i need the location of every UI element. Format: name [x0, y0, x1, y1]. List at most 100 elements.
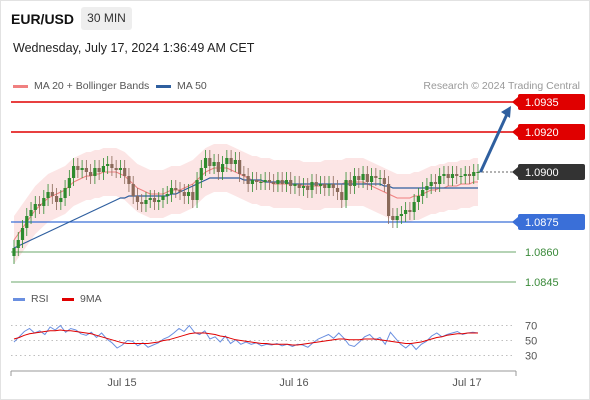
rsi-ma-line	[13, 329, 478, 346]
candle-body	[442, 174, 446, 176]
candle-body	[455, 174, 459, 176]
forecast-arrow-shaft	[479, 110, 510, 173]
candle-body	[476, 172, 480, 173]
candle-body	[76, 166, 80, 170]
candle-body	[238, 160, 242, 174]
candle-body	[161, 196, 165, 200]
candle-body	[101, 166, 105, 172]
candle-body	[144, 200, 148, 204]
rsi-line	[13, 324, 479, 351]
candle-body	[37, 204, 42, 206]
candle-body	[404, 210, 408, 214]
candle-body	[446, 174, 450, 178]
candle-body	[276, 180, 280, 184]
price-label-support: 1.0860	[525, 247, 559, 259]
candle-body	[242, 174, 246, 176]
candle-body	[412, 202, 416, 212]
candle-body	[246, 176, 250, 184]
bollinger-band	[14, 144, 478, 264]
candle-body	[59, 198, 63, 202]
price-label-last: 1.0900	[525, 167, 559, 179]
candle-body	[110, 164, 114, 168]
candle-body	[344, 180, 348, 200]
legend-ma20-label: MA 20 + Bollinger Bands	[34, 80, 150, 92]
price-tag-last	[518, 164, 585, 180]
candle-body	[284, 180, 289, 184]
x-tick-label: Jul 15	[107, 377, 136, 389]
candle-body	[267, 180, 272, 182]
candle-body	[20, 228, 25, 240]
rsi-tick-label: 50	[525, 336, 537, 348]
rsi-ma-swatch-icon	[62, 297, 74, 301]
candle-body	[369, 176, 374, 182]
candle-body	[80, 168, 84, 170]
candle-body	[84, 168, 88, 172]
candle-body	[421, 190, 425, 196]
candle-body	[123, 168, 127, 176]
x-tick-label: Jul 17	[452, 377, 481, 389]
price-tag-pointer-icon	[512, 217, 518, 227]
candle-body	[382, 178, 386, 184]
candle-body	[416, 196, 421, 202]
candle-body	[395, 216, 399, 220]
candle-body	[318, 184, 323, 186]
candle-body	[97, 168, 101, 172]
candle-body	[131, 184, 135, 196]
candle-body	[399, 214, 403, 216]
candle-body	[391, 216, 395, 220]
candle-body	[93, 168, 97, 176]
candle-body	[233, 160, 237, 164]
candle-body	[174, 188, 178, 190]
price-tag-resistance	[518, 94, 585, 110]
candle-body	[340, 192, 344, 200]
candle-body	[301, 186, 306, 188]
ma20-swatch-icon	[13, 84, 28, 88]
candle-body	[42, 198, 46, 206]
candle-body	[323, 184, 327, 188]
candle-body	[203, 158, 208, 168]
candle-body	[169, 188, 174, 194]
candle-body	[46, 192, 50, 198]
ma50-swatch-icon	[156, 84, 171, 88]
candle-body	[255, 180, 259, 182]
candle-body	[250, 180, 254, 184]
legend-rsi: RSI	[13, 293, 49, 305]
candle-body	[272, 182, 276, 184]
candle-body	[157, 200, 161, 202]
candle-body	[289, 180, 293, 186]
rsi-swatch-icon	[13, 297, 25, 301]
price-tag-pointer-icon	[512, 167, 518, 177]
candle-body	[195, 180, 199, 200]
candle-body	[106, 164, 110, 166]
credit-text: Research © 2024 Trading Central	[423, 80, 580, 92]
timeframe-badge[interactable]: 30 MIN	[81, 7, 132, 30]
candle-body	[280, 180, 284, 184]
candle-body	[54, 196, 59, 202]
candle-body	[310, 182, 314, 190]
legend-rsi-ma: 9MA	[62, 293, 102, 305]
candle-body	[135, 196, 140, 202]
candle-body	[335, 188, 340, 192]
candle-body	[433, 182, 438, 184]
legend-ma20: MA 20 + Bollinger Bands	[13, 80, 149, 92]
candle-body	[357, 176, 361, 180]
candle-body	[118, 168, 123, 170]
candle-body	[67, 178, 71, 188]
candle-body	[16, 240, 20, 248]
legend-rsi-label: RSI	[31, 293, 49, 305]
candle-body	[191, 192, 195, 200]
candle-body	[212, 162, 216, 166]
ma50-line	[13, 177, 478, 249]
candle-body	[365, 174, 369, 182]
candle-body	[89, 172, 93, 176]
candle-body	[374, 176, 378, 178]
candle-body	[208, 158, 212, 166]
candle-body	[152, 198, 157, 202]
candle-body	[165, 194, 169, 196]
candle-body	[327, 184, 331, 188]
price-label-support: 1.0845	[525, 277, 559, 289]
candle-body	[293, 184, 297, 186]
candle-body	[186, 192, 191, 196]
candle-body	[425, 186, 429, 190]
